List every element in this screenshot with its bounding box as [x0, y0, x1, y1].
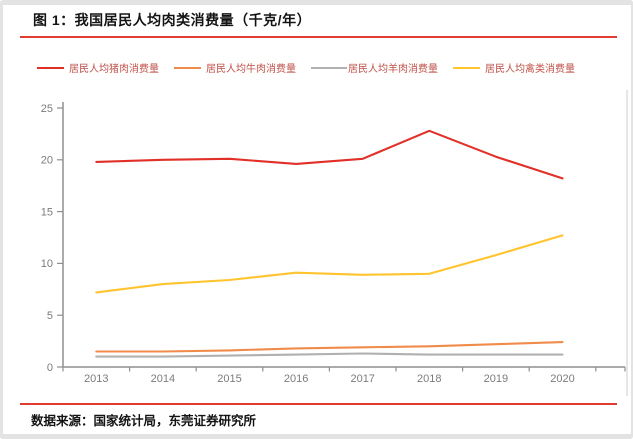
meat-consumption-line-chart: 0 5 10 15 20 25 2013 2014 2015 2016 2017 2018 2019 20…	[0, 90, 633, 400]
y-axis-tick-label: 25	[41, 103, 53, 115]
y-axis-tick-label: 15	[41, 206, 53, 218]
x-axis-tick-label: 2019	[484, 373, 508, 385]
pork-series-line	[95, 129, 564, 180]
legend-item-pork: 居民人均猪肉消费量	[37, 60, 159, 75]
y-axis-tick-label: 20	[41, 155, 53, 167]
y-axis-tick-label: 5	[47, 310, 53, 322]
legend-label: 居民人均羊肉消费量	[348, 64, 438, 75]
legend-label: 居民人均猪肉消费量	[69, 64, 159, 75]
mutton-line-swatch	[311, 66, 347, 69]
x-axis-tick-label: 2015	[217, 373, 241, 385]
y-axis-tick-label: 0	[47, 362, 53, 374]
x-axis-tick-label: 2014	[151, 373, 175, 385]
title-rule	[20, 36, 617, 38]
page-title: 图 1：我国居民人均肉类消费量（千克/年）	[33, 12, 312, 28]
beef-series-line	[95, 341, 564, 353]
x-axis-tick-label: 2013	[84, 373, 108, 385]
x-axis-tick-label: 2016	[284, 373, 308, 385]
x-axis-tick-label: 2018	[417, 373, 441, 385]
x-axis-tick-label: 2017	[350, 373, 374, 385]
footer-rule	[20, 403, 617, 405]
y-axis-tick-label: 10	[41, 258, 53, 270]
legend-label: 居民人均禽类消费量	[485, 64, 575, 75]
poultry-line-swatch	[453, 66, 480, 69]
chart-legend: 居民人均猪肉消费量 居民人均牛肉消费量 居民人均羊肉消费量 居民人均禽类消费量	[37, 60, 575, 75]
x-axis-tick-label: 2020	[550, 373, 574, 385]
beef-line-swatch	[174, 66, 201, 69]
legend-item-mutton: 居民人均羊肉消费量	[311, 60, 438, 75]
legend-item-poultry: 居民人均禽类消费量	[453, 60, 575, 75]
data-source-note: 数据来源：国家统计局，东莞证券研究所	[31, 414, 257, 428]
poultry-series-line	[95, 234, 564, 294]
legend-item-beef: 居民人均牛肉消费量	[174, 60, 296, 75]
legend-label: 居民人均牛肉消费量	[206, 64, 296, 75]
pork-line-swatch	[37, 66, 64, 69]
mutton-series-line	[95, 352, 564, 358]
line-chart-svg: 0 5 10 15 20 25 2013 2014 2015 2016 2017 2018 2019 20…	[41, 90, 628, 396]
